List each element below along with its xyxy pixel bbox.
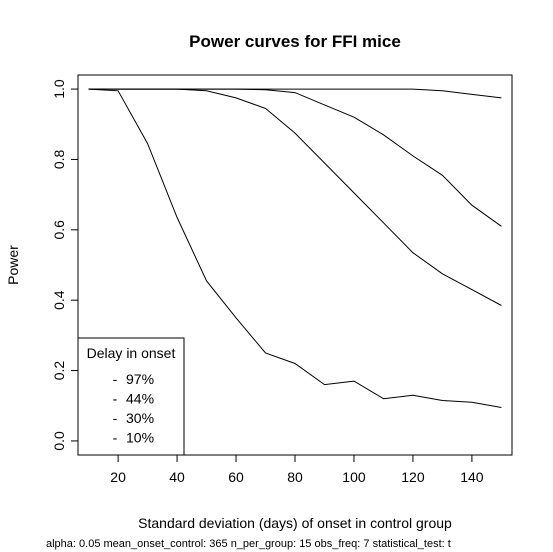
- legend-symbol: -: [113, 391, 118, 407]
- legend-symbol: -: [113, 410, 118, 426]
- legend-title: Delay in onset: [87, 345, 176, 361]
- legend-entry-label: 44%: [126, 391, 154, 407]
- x-tick-label: 120: [401, 469, 425, 485]
- legend-entry-label: 30%: [126, 410, 154, 426]
- y-tick-label: 1.0: [51, 79, 67, 99]
- legend-entry-label: 10%: [126, 430, 154, 446]
- y-tick-label: 0.4: [51, 290, 67, 310]
- legend-symbol: -: [113, 430, 118, 446]
- x-tick-label: 100: [342, 469, 366, 485]
- legend-entry-label: 97%: [126, 371, 154, 387]
- series-line-4: [88, 88, 502, 408]
- legend-box: [77, 337, 185, 456]
- legend: Delay in onset -97%- 44%- 30%- 10%: [77, 337, 185, 456]
- y-tick-label: 0.6: [51, 220, 67, 240]
- y-axis-label: Power: [5, 245, 21, 285]
- series-layer: [88, 88, 502, 408]
- x-tick-label: 40: [169, 469, 185, 485]
- y-tick-label: 0.2: [51, 361, 67, 381]
- legend-symbol: -: [113, 371, 118, 387]
- x-tick-label: 140: [460, 469, 484, 485]
- y-tick-label: 0.0: [51, 431, 67, 451]
- x-tick-label: 20: [110, 469, 126, 485]
- x-axis-label: Standard deviation (days) of onset in co…: [138, 515, 452, 531]
- legend-entries: -97%- 44%- 30%- 10%: [113, 371, 154, 446]
- chart-title: Power curves for FFI mice: [189, 32, 401, 51]
- x-tick-label: 60: [228, 469, 244, 485]
- series-line-3: [88, 88, 502, 306]
- x-tick-label: 80: [287, 469, 303, 485]
- footnote: alpha: 0.05 mean_onset_control: 365 n_pe…: [46, 538, 451, 550]
- y-tick-label: 0.8: [51, 150, 67, 170]
